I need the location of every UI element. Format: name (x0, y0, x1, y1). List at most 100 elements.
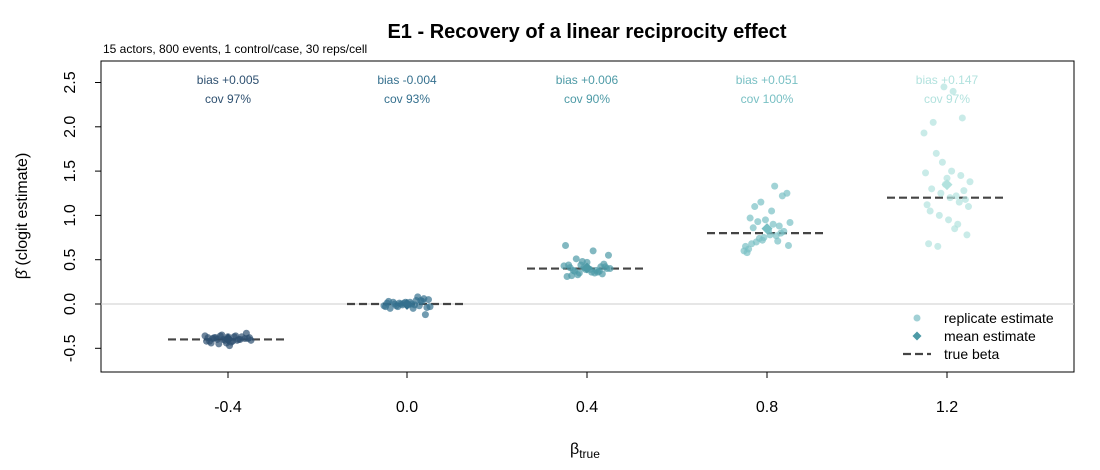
replicate-point (560, 262, 568, 270)
replicate-point (241, 335, 249, 343)
coverage-label: cov 97% (205, 92, 251, 106)
x-axis-label: βtrue (570, 441, 600, 461)
replicate-point (920, 129, 928, 137)
bias-label: bias +0.051 (736, 73, 799, 87)
replicate-point (949, 87, 957, 95)
replicate-point (604, 251, 612, 259)
bias-coverage-annotations: bias +0.005 cov 97% bias -0.004 cov 93% bias… (197, 73, 979, 106)
replicate-point (932, 149, 940, 157)
replicate-point (960, 187, 968, 195)
replicate-point (212, 334, 220, 342)
replicate-point (417, 296, 425, 304)
legend-diamond-marker (912, 331, 922, 341)
coverage-label: cov 90% (564, 92, 610, 106)
replicate-point (380, 302, 388, 310)
replicate-point (783, 189, 791, 197)
legend: replicate estimate mean estimate true be… (903, 310, 1054, 362)
legend-label-replicate: replicate estimate (944, 310, 1054, 326)
legend-label-true-beta: true beta (944, 346, 999, 362)
x-axis-label-subscript: true (579, 447, 600, 461)
replicate-point (940, 83, 948, 91)
replicate-point (775, 222, 783, 230)
mean-diamond (222, 333, 234, 345)
replicate-point (572, 255, 580, 263)
legend-circle-marker (913, 314, 921, 322)
replicate-point (774, 237, 782, 245)
bias-label: bias +0.005 (197, 73, 260, 87)
mean-diamond (401, 298, 413, 310)
replicate-point (389, 298, 397, 306)
replicate-point (761, 216, 769, 224)
replicate-point (746, 214, 754, 222)
replicate-point (958, 114, 966, 122)
x-axis: -0.4 0.0 0.4 0.8 1.2 (214, 372, 958, 416)
y-tick-label: 2.5 (62, 71, 79, 93)
replicate-point (948, 167, 956, 175)
replicate-point (963, 231, 971, 239)
replicate-point (748, 240, 756, 248)
replicate-point (421, 311, 429, 319)
replicate-point (938, 158, 946, 166)
replicate-point (925, 240, 933, 248)
y-axis: -0.5 0.0 0.5 1.0 1.5 2.0 2.5 (62, 71, 101, 362)
replicate-point (589, 247, 597, 255)
replicate-point (606, 265, 614, 273)
replicate-point (771, 182, 779, 190)
x-tick-label: 0.0 (396, 399, 418, 416)
replicate-point (426, 303, 434, 311)
replicate-point (784, 242, 792, 250)
mean-diamond (581, 262, 593, 274)
replicate-point (242, 329, 250, 337)
replicate-point (769, 220, 777, 228)
replicate-point (926, 207, 934, 215)
chart-subtitle: 15 actors, 800 events, 1 control/case, 3… (103, 42, 367, 56)
replicate-point (566, 264, 574, 272)
x-tick-label: -0.4 (214, 399, 242, 416)
plot-area (100, 60, 1075, 373)
replicate-point (786, 218, 794, 226)
y-tick-label: -0.5 (62, 334, 79, 362)
replicate-point (755, 234, 763, 242)
replicate-point (751, 203, 759, 211)
replicate-point (595, 267, 603, 275)
y-tick-label: 2.0 (62, 116, 79, 138)
coverage-label: cov 100% (741, 92, 794, 106)
replicate-point (957, 172, 965, 180)
replicate-point (749, 224, 757, 232)
replicate-point (966, 178, 974, 186)
replicate-point (946, 194, 954, 202)
replicate-point (772, 232, 780, 240)
x-tick-label: 1.2 (936, 399, 958, 416)
bias-label: bias +0.006 (556, 73, 619, 87)
bias-label: bias -0.004 (377, 73, 437, 87)
replicate-point (923, 201, 931, 209)
replicate-point (945, 216, 953, 224)
mean-estimate-markers (222, 179, 953, 345)
replicate-point (937, 189, 945, 197)
legend-label-mean: mean estimate (944, 328, 1036, 344)
coverage-label: cov 93% (384, 92, 430, 106)
replicate-point (961, 195, 969, 203)
replicate-point (568, 272, 576, 280)
replicate-point (964, 203, 972, 211)
replicate-point (757, 198, 765, 206)
y-tick-label: 0.5 (62, 248, 79, 270)
replicate-point (955, 198, 963, 206)
replicate-point (952, 192, 960, 200)
replicate-points (201, 83, 974, 350)
replicate-point (935, 211, 943, 219)
mean-diamond (761, 223, 773, 235)
replicate-point (929, 118, 937, 126)
y-tick-label: 1.0 (62, 204, 79, 226)
replicate-point (577, 261, 585, 269)
y-axis-label: β̂ (clogit estimate) (14, 153, 31, 280)
coverage-label: cov 97% (924, 92, 970, 106)
x-axis-label-main: β (570, 441, 579, 458)
replicate-point (951, 225, 959, 233)
x-tick-label: 0.4 (576, 399, 598, 416)
chart-title: E1 - Recovery of a linear reciprocity ef… (387, 21, 786, 43)
x-tick-label: 0.8 (756, 399, 778, 416)
y-tick-label: 1.5 (62, 160, 79, 182)
replicate-point (943, 174, 951, 182)
